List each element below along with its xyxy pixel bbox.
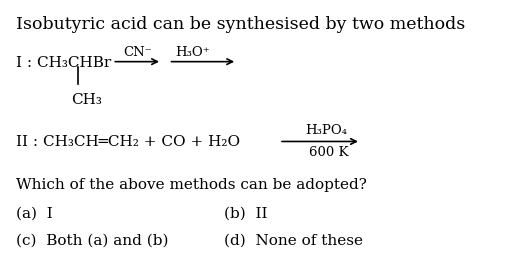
Text: CH₃: CH₃: [71, 93, 102, 107]
Text: Isobutyric acid can be synthesised by two methods: Isobutyric acid can be synthesised by tw…: [16, 17, 465, 33]
Text: (a)  I: (a) I: [16, 206, 53, 220]
Text: (d)  None of these: (d) None of these: [224, 232, 363, 246]
Text: 600 K: 600 K: [309, 145, 348, 158]
Text: H₃O⁺: H₃O⁺: [175, 46, 210, 59]
Text: I : CH₃CHBr: I : CH₃CHBr: [16, 55, 111, 69]
Text: (c)  Both (a) and (b): (c) Both (a) and (b): [16, 232, 168, 246]
Text: (b)  II: (b) II: [224, 206, 267, 220]
Text: CN⁻: CN⁻: [123, 46, 152, 59]
Text: Which of the above methods can be adopted?: Which of the above methods can be adopte…: [16, 178, 367, 192]
Text: II : CH₃CH═CH₂ + CO + H₂O: II : CH₃CH═CH₂ + CO + H₂O: [16, 135, 240, 149]
Text: H₃PO₄: H₃PO₄: [306, 123, 348, 136]
